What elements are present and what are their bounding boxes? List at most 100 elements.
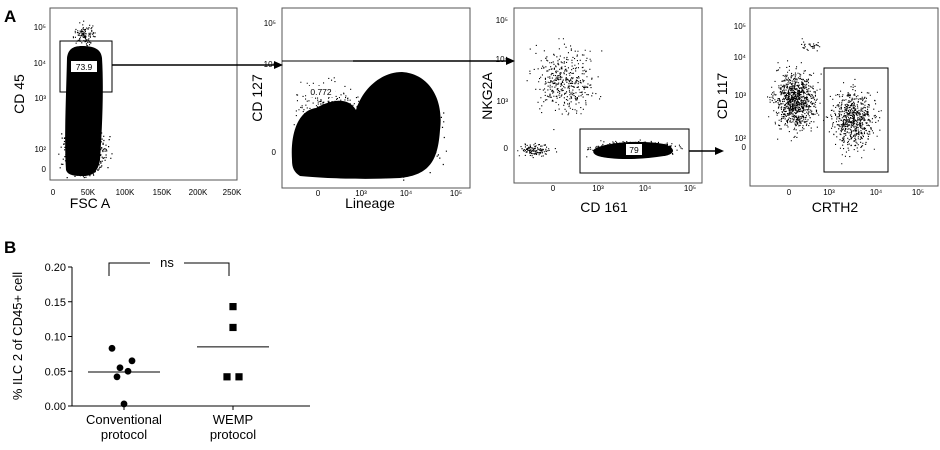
- data-point-square: [235, 373, 243, 381]
- y-tick-label: 0: [42, 165, 47, 174]
- gate-value-cd127: 0.772: [310, 87, 332, 97]
- y-tick-label: 10⁵: [264, 19, 276, 28]
- data-point-circle: [108, 344, 116, 352]
- x-tick-label: Conventional protocol: [86, 412, 162, 442]
- x-tick-label: 10³: [355, 189, 367, 198]
- event-dots: [767, 38, 882, 165]
- x-tick-label: 10⁴: [639, 184, 652, 193]
- y-ticks: 0.00 0.05 0.10 0.15 0.20 Conventional protocol…: [45, 262, 257, 442]
- y-tick-label: 10⁵: [734, 22, 746, 31]
- data-points: [88, 303, 269, 408]
- y-axis-title: % ILC 2 of CD45+ cell: [10, 272, 25, 400]
- event-cloud: [823, 78, 882, 165]
- y-tick-label: 10⁴: [264, 60, 277, 69]
- gate-value-cd45: 73.9: [76, 62, 93, 72]
- x-tick-label: 100K: [116, 188, 135, 197]
- x-tick-label: 0: [51, 188, 56, 197]
- y-tick-label: 0.00: [45, 401, 66, 413]
- event-dots: [291, 72, 447, 181]
- event-cloud: [58, 116, 113, 179]
- y-tick-label: 10³: [496, 97, 508, 106]
- y-tick-label: 10⁴: [496, 55, 509, 64]
- gate-arrow-1-head: [274, 61, 283, 69]
- x-axis-label: CD 161: [580, 199, 628, 215]
- y-tick-label: 10³: [734, 91, 746, 100]
- data-point-circle: [116, 364, 124, 372]
- y-tick-label: 10²: [734, 134, 746, 143]
- y-tick-label: 0.05: [45, 366, 66, 378]
- x-tick-label: 250K: [223, 188, 242, 197]
- x-tick-label: 10⁵: [450, 189, 462, 198]
- event-cloud: [311, 100, 447, 181]
- x-tick-label: 0: [316, 189, 321, 198]
- y-axis-label: CD 117: [714, 73, 730, 120]
- y-tick-label: 10⁴: [734, 53, 747, 62]
- gate-cd45: [59, 40, 113, 93]
- y-tick-label: 0.20: [45, 262, 66, 274]
- gate-value-crth2: 24.7: [846, 117, 863, 127]
- x-tick-label: 10³: [592, 184, 604, 193]
- data-point-square: [223, 373, 231, 381]
- plot-frame: [281, 7, 471, 189]
- event-cloud: [801, 38, 821, 52]
- panel-label-b: B: [4, 238, 16, 257]
- flow-plot-cd127-lineage: CD 127 Lineage: [249, 7, 471, 211]
- event-dots: [58, 20, 113, 179]
- data-point-circle: [124, 367, 132, 375]
- y-axis-label: CD 45: [11, 74, 27, 114]
- y-tick-label: 10²: [34, 145, 46, 154]
- x-tick-label: 10⁴: [870, 188, 883, 197]
- y-tick-label: 0.15: [45, 297, 66, 309]
- x-tick-label: WEMP protocol: [210, 412, 256, 442]
- y-axis-label: NKG2A: [479, 72, 495, 120]
- event-cloud: [526, 38, 603, 131]
- flow-panels: CD 45 FSC A CD 127 Lineage NKG2A CD 161 …: [11, 7, 939, 215]
- event-dots: [517, 38, 683, 159]
- data-point-circle: [113, 373, 121, 381]
- y-tick-label: 0.10: [45, 332, 66, 344]
- data-point-square: [229, 323, 237, 332]
- event-cloud: [517, 142, 558, 159]
- event-cloud: [293, 77, 371, 135]
- plot-frame: [513, 7, 703, 184]
- x-tick-label: 200K: [189, 188, 208, 197]
- y-tick-label: 10³: [34, 94, 46, 103]
- event-cloud: [72, 20, 96, 47]
- y-tick-label: 10⁵: [496, 16, 508, 25]
- x-axis-label: CRTH2: [812, 199, 859, 215]
- gate-arrow-3-head: [715, 147, 724, 155]
- y-tick-label: 10⁴: [34, 59, 47, 68]
- data-point-circle: [128, 357, 136, 365]
- x-axis-label: Lineage: [345, 195, 395, 211]
- gate-value-ilc2: 79: [629, 145, 639, 155]
- ilc2-dot-plot: % ILC 2 of CD45+ cell ns 0.00 0.05 0.10 0.1…: [10, 255, 310, 442]
- gate-label-bg: [307, 86, 335, 97]
- data-point-square: [229, 303, 237, 311]
- significance-bracket: [108, 262, 230, 276]
- x-tick-label: 10⁵: [912, 188, 924, 197]
- panel-label-a: A: [4, 7, 16, 26]
- plot-frame: [749, 7, 939, 187]
- y-tick-label: 10⁵: [34, 23, 46, 32]
- x-tick-label: 150K: [153, 188, 172, 197]
- plot-frame: [49, 7, 238, 181]
- x-tick-label: 50K: [81, 188, 96, 197]
- gate-crth2: [823, 67, 889, 173]
- gate-label-bg: [626, 144, 642, 155]
- x-tick-label: 10⁴: [400, 189, 413, 198]
- gate-label-bg: [71, 61, 97, 72]
- x-tick-label: 10³: [823, 188, 835, 197]
- flow-plot-cd117-crth2: CD 117 CRTH2: [714, 7, 939, 215]
- data-point-circle: [120, 400, 128, 408]
- x-tick-label: 10⁵: [684, 184, 696, 193]
- gate-arrow-2-head: [506, 57, 515, 65]
- flow-plot-nkg2a-cd161: NKG2A CD 161: [479, 7, 703, 215]
- flow-plot-cd45-fsc: CD 45 FSC A: [11, 7, 238, 211]
- y-axis-label: CD 127: [249, 74, 265, 122]
- x-tick-label: 0: [551, 184, 556, 193]
- x-axis-label: FSC A: [70, 195, 111, 211]
- event-cloud: [767, 60, 822, 142]
- x-tick-label: 0: [787, 188, 792, 197]
- significance-label: ns: [160, 255, 174, 270]
